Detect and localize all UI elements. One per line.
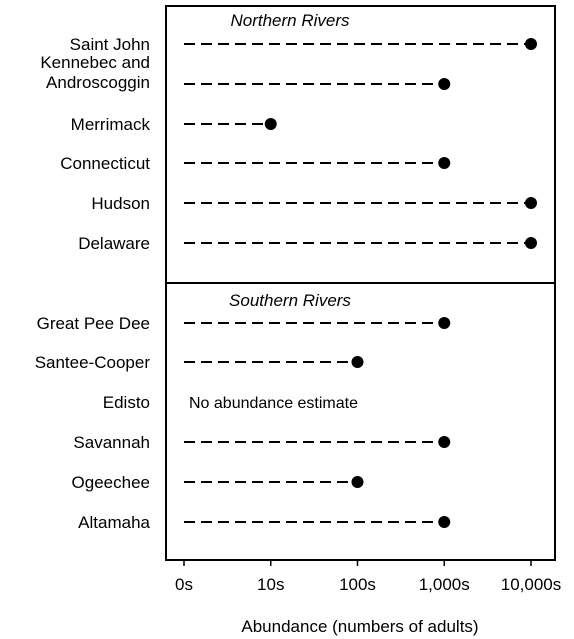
data-point <box>264 118 277 130</box>
x-axis-ticks-group: 0s 10s 100s 1,000s 10,000s <box>175 560 561 594</box>
row-label: Great Pee Dee <box>37 314 150 333</box>
data-point <box>525 38 537 50</box>
data-point <box>438 317 451 329</box>
data-point <box>525 197 537 209</box>
row-label: Altamaha <box>78 513 150 532</box>
data-point <box>438 436 451 448</box>
row-label: Hudson <box>91 194 150 213</box>
row-label: Edisto <box>103 393 150 412</box>
panel-titles-group: Northern Rivers Southern Rivers <box>229 11 351 310</box>
x-tick-label: 10s <box>257 575 284 594</box>
row-label: Savannah <box>73 433 150 452</box>
row-label: Merrimack <box>71 115 151 134</box>
data-row: Edisto No abundance estimate <box>103 393 358 412</box>
data-point <box>351 356 364 368</box>
panel-title: Southern Rivers <box>229 291 351 310</box>
row-label: Saint John <box>70 35 150 54</box>
row-label: Delaware <box>78 234 150 253</box>
x-tick-label: 0s <box>175 575 193 594</box>
data-row: Merrimack <box>71 115 277 134</box>
data-row: Santee-Cooper <box>35 353 364 372</box>
panel-title: Northern Rivers <box>230 11 350 30</box>
row-label: Kennebec and <box>40 53 150 72</box>
data-row: Savannah <box>73 433 451 452</box>
no-estimate-note: No abundance estimate <box>189 395 358 412</box>
data-row: Delaware <box>78 234 537 253</box>
data-point <box>525 237 537 249</box>
row-label: Androscoggin <box>46 73 150 92</box>
data-row: Hudson <box>91 194 537 213</box>
data-row: Connecticut <box>60 154 451 173</box>
x-tick-label: 100s <box>339 575 376 594</box>
plot-frame-group <box>165 5 556 561</box>
row-label: Santee-Cooper <box>35 353 151 372</box>
data-point <box>438 78 451 90</box>
data-point <box>351 476 364 488</box>
data-row: Altamaha <box>78 513 451 532</box>
data-row: Ogeechee <box>72 473 364 492</box>
data-row: Saint John <box>70 35 537 54</box>
data-row: Great Pee Dee <box>37 314 451 333</box>
x-tick-label: 10,000s <box>501 575 562 594</box>
data-point <box>438 516 451 528</box>
row-label: Connecticut <box>60 154 150 173</box>
x-tick-label: 1,000s <box>419 575 470 594</box>
x-axis-label: Abundance (numbers of adults) <box>241 617 478 636</box>
data-point <box>438 157 451 169</box>
row-label: Ogeechee <box>72 473 150 492</box>
